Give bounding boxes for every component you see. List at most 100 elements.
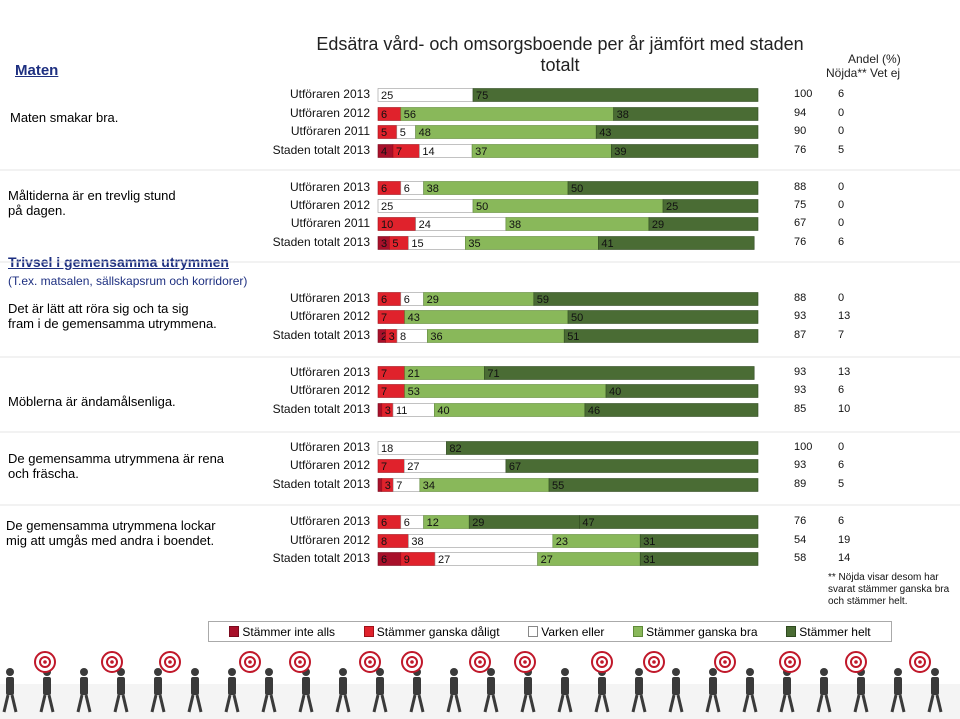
walker-leg: [150, 694, 158, 713]
bar-segment: [434, 403, 586, 417]
bar-segment: [484, 366, 755, 380]
data-label: 82: [449, 443, 461, 455]
data-label: 21: [408, 368, 420, 380]
walker-figure: [557, 668, 573, 713]
bar-segment: [505, 217, 650, 231]
vet-ej-value: 6: [838, 459, 845, 471]
walker-leg: [668, 694, 676, 713]
data-label: 7: [396, 146, 402, 158]
target-ring: [364, 656, 376, 668]
data-label: 56: [404, 109, 416, 121]
walker-leg: [557, 694, 565, 713]
row-label: Utföraren 2012: [289, 106, 370, 120]
walker-body: [376, 677, 384, 695]
data-label: 67: [509, 461, 521, 473]
walker-leg: [39, 694, 47, 713]
bar-segment: [584, 403, 759, 417]
walker-leg: [380, 694, 388, 713]
row-label: Utföraren 2012: [289, 458, 370, 472]
walker-head: [191, 668, 199, 676]
walker-figure: [705, 668, 721, 713]
bar-segment: [404, 310, 569, 324]
legend-item-inte-alls: Stämmer inte alls: [229, 625, 335, 639]
walker-leg: [927, 694, 935, 713]
data-label: 9: [404, 554, 410, 566]
bar-segment: [419, 478, 550, 492]
nojda-value: 87: [794, 329, 807, 341]
walker-leg: [195, 694, 203, 713]
walker-leg: [335, 694, 343, 713]
nojda-value: 85: [794, 403, 807, 415]
legend-swatch: [229, 626, 240, 637]
walker-figure: [483, 668, 499, 713]
bar-segment: [423, 181, 569, 195]
target-center: [168, 660, 172, 664]
walker-leg: [491, 694, 499, 713]
data-label: 18: [381, 443, 393, 455]
target-icon: [514, 651, 536, 673]
data-label: 3: [389, 331, 395, 343]
legend-label: Stämmer helt: [799, 624, 871, 639]
data-label: 14: [422, 146, 434, 158]
data-label: 6: [404, 183, 410, 195]
walker-head: [228, 668, 236, 676]
walker-figure: [890, 668, 906, 713]
walker-body: [117, 677, 125, 695]
walker-leg: [594, 694, 602, 713]
walker-leg: [787, 694, 795, 713]
data-label: 25: [381, 201, 393, 213]
row-label: Utföraren 2013: [289, 365, 370, 379]
data-label: 23: [556, 536, 568, 548]
vet-ej-value: 13: [838, 310, 851, 322]
data-label: 51: [567, 331, 579, 343]
row-label: Utföraren 2013: [289, 291, 370, 305]
section-title: Maten: [15, 62, 59, 79]
trivsel-subtitle: (T.ex. matsalen, sällskapsrum och korrid…: [8, 274, 248, 288]
walker-head: [450, 668, 458, 676]
nojda-value: 58: [794, 552, 807, 564]
vet-ej-value: 7: [838, 329, 845, 341]
target-ring: [164, 656, 176, 668]
nojda-value: 93: [794, 459, 807, 471]
legend-label: Stämmer ganska dåligt: [376, 624, 500, 639]
data-label: 38: [509, 219, 521, 231]
walker-figure: [853, 668, 869, 713]
data-label: 6: [381, 294, 387, 306]
walker-figure: [372, 668, 388, 713]
nojda-value: 67: [794, 217, 807, 229]
walker-leg: [853, 694, 861, 713]
walker-leg: [631, 694, 639, 713]
bar-segment: [598, 236, 755, 250]
data-label: 50: [476, 201, 488, 213]
walker-body: [302, 677, 310, 695]
data-label: 7: [381, 386, 387, 398]
walker-body: [80, 677, 88, 695]
data-label: 7: [381, 312, 387, 324]
bar-segment: [533, 292, 759, 306]
walker-body: [154, 677, 162, 695]
data-label: 5: [392, 238, 398, 250]
vet-ej-value: 13: [838, 366, 851, 378]
walker-figure: [298, 668, 314, 713]
vet-ej-value: 6: [838, 236, 845, 248]
bar-segment: [472, 88, 759, 102]
walker-leg: [269, 694, 277, 713]
row-label: Staden totalt 2013: [272, 551, 370, 565]
target-icon: [34, 651, 56, 673]
legend-swatch: [363, 626, 374, 637]
question-label: Maten smakar bra.: [10, 110, 119, 125]
walker-leg: [158, 694, 166, 713]
data-label: 40: [609, 386, 621, 398]
data-label: 50: [571, 312, 583, 324]
target-ring: [406, 656, 418, 668]
vet-ej-value: 14: [838, 552, 851, 564]
data-label: 46: [588, 405, 600, 417]
walker-head: [635, 668, 643, 676]
vet-ej-value: 0: [838, 125, 845, 137]
walker-figure: [224, 668, 240, 713]
andel-columns: Nöjda** Vet ej: [826, 66, 901, 80]
bar-segment: [579, 515, 759, 529]
walker-leg: [10, 694, 18, 713]
walker-head: [931, 668, 939, 676]
row-label: Utföraren 2012: [289, 383, 370, 397]
